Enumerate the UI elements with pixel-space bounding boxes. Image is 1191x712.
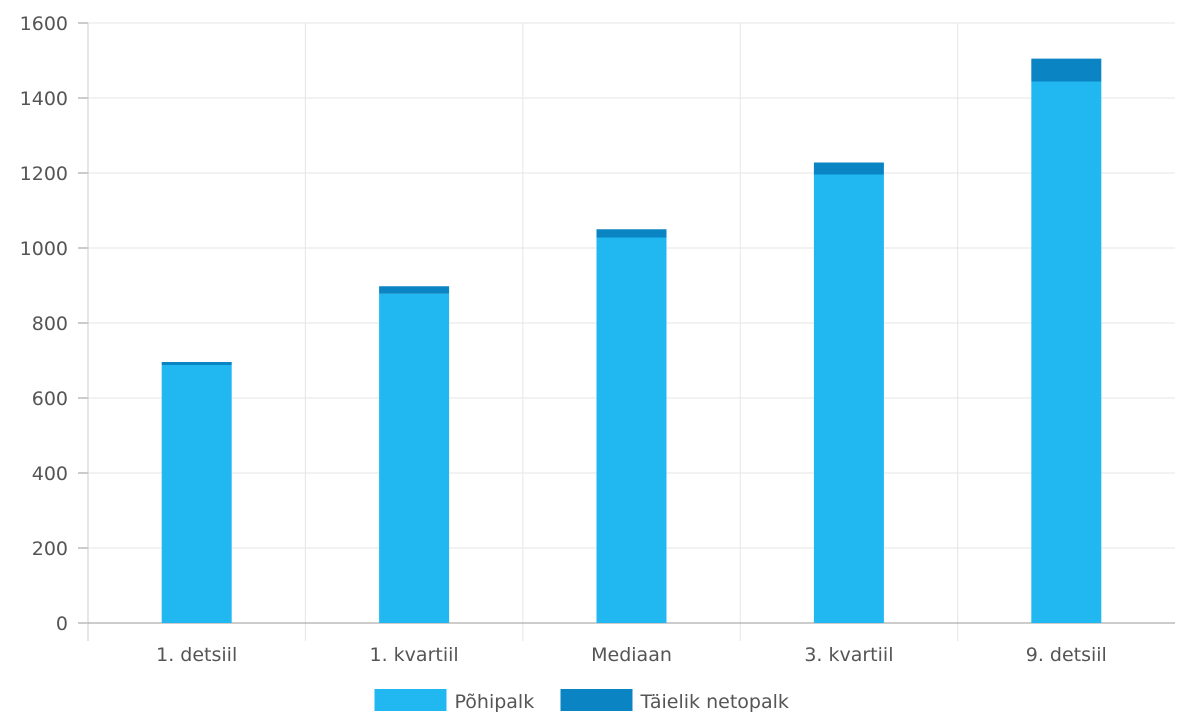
x-tick-label: 1. detsiil bbox=[156, 644, 237, 666]
bar-segment[interactable] bbox=[379, 286, 450, 294]
y-tick-label: 600 bbox=[32, 388, 68, 410]
bar-segment[interactable] bbox=[813, 162, 884, 175]
y-tick-label: 1200 bbox=[20, 163, 68, 185]
bar-segment[interactable] bbox=[1031, 81, 1102, 624]
legend-item[interactable]: Põhipalk bbox=[374, 689, 535, 712]
x-axis: 1. detsiil 1. kvartiil Mediaan 3. kvartiil 9… bbox=[88, 622, 1175, 666]
x-tick-label: 3. kvartiil bbox=[804, 644, 893, 666]
y-tick-label: 200 bbox=[32, 538, 68, 560]
legend-swatch bbox=[374, 689, 447, 711]
legend-label: Põhipalk bbox=[455, 691, 535, 712]
bar-segment[interactable] bbox=[596, 237, 667, 624]
y-tick-label: 1600 bbox=[20, 13, 68, 35]
y-tick-label: 0 bbox=[56, 613, 68, 635]
y-axis: 0 200 400 600 800 1000 1200 1400 1600 bbox=[20, 13, 89, 641]
legend-label: Täielik netopalk bbox=[640, 691, 789, 712]
y-tick-label: 1000 bbox=[20, 238, 68, 260]
legend[interactable]: Põhipalk Täielik netopalk bbox=[374, 689, 789, 712]
bar-segment[interactable] bbox=[161, 362, 232, 365]
y-tick-label: 800 bbox=[32, 313, 68, 335]
x-tick-label: 1. kvartiil bbox=[370, 644, 459, 666]
bar-segment[interactable] bbox=[596, 229, 667, 238]
bar-segment[interactable] bbox=[379, 293, 450, 623]
legend-item[interactable]: Täielik netopalk bbox=[560, 689, 789, 712]
y-tick-label: 400 bbox=[32, 463, 68, 485]
bar-segment[interactable] bbox=[813, 174, 884, 624]
legend-swatch bbox=[560, 689, 633, 711]
x-tick-label: 9. detsiil bbox=[1026, 644, 1107, 666]
y-tick-label: 1400 bbox=[20, 88, 68, 110]
bar-segment[interactable] bbox=[1031, 58, 1102, 82]
bars bbox=[161, 58, 1102, 624]
bar-segment[interactable] bbox=[161, 365, 232, 623]
x-tick-label: Mediaan bbox=[591, 644, 672, 666]
